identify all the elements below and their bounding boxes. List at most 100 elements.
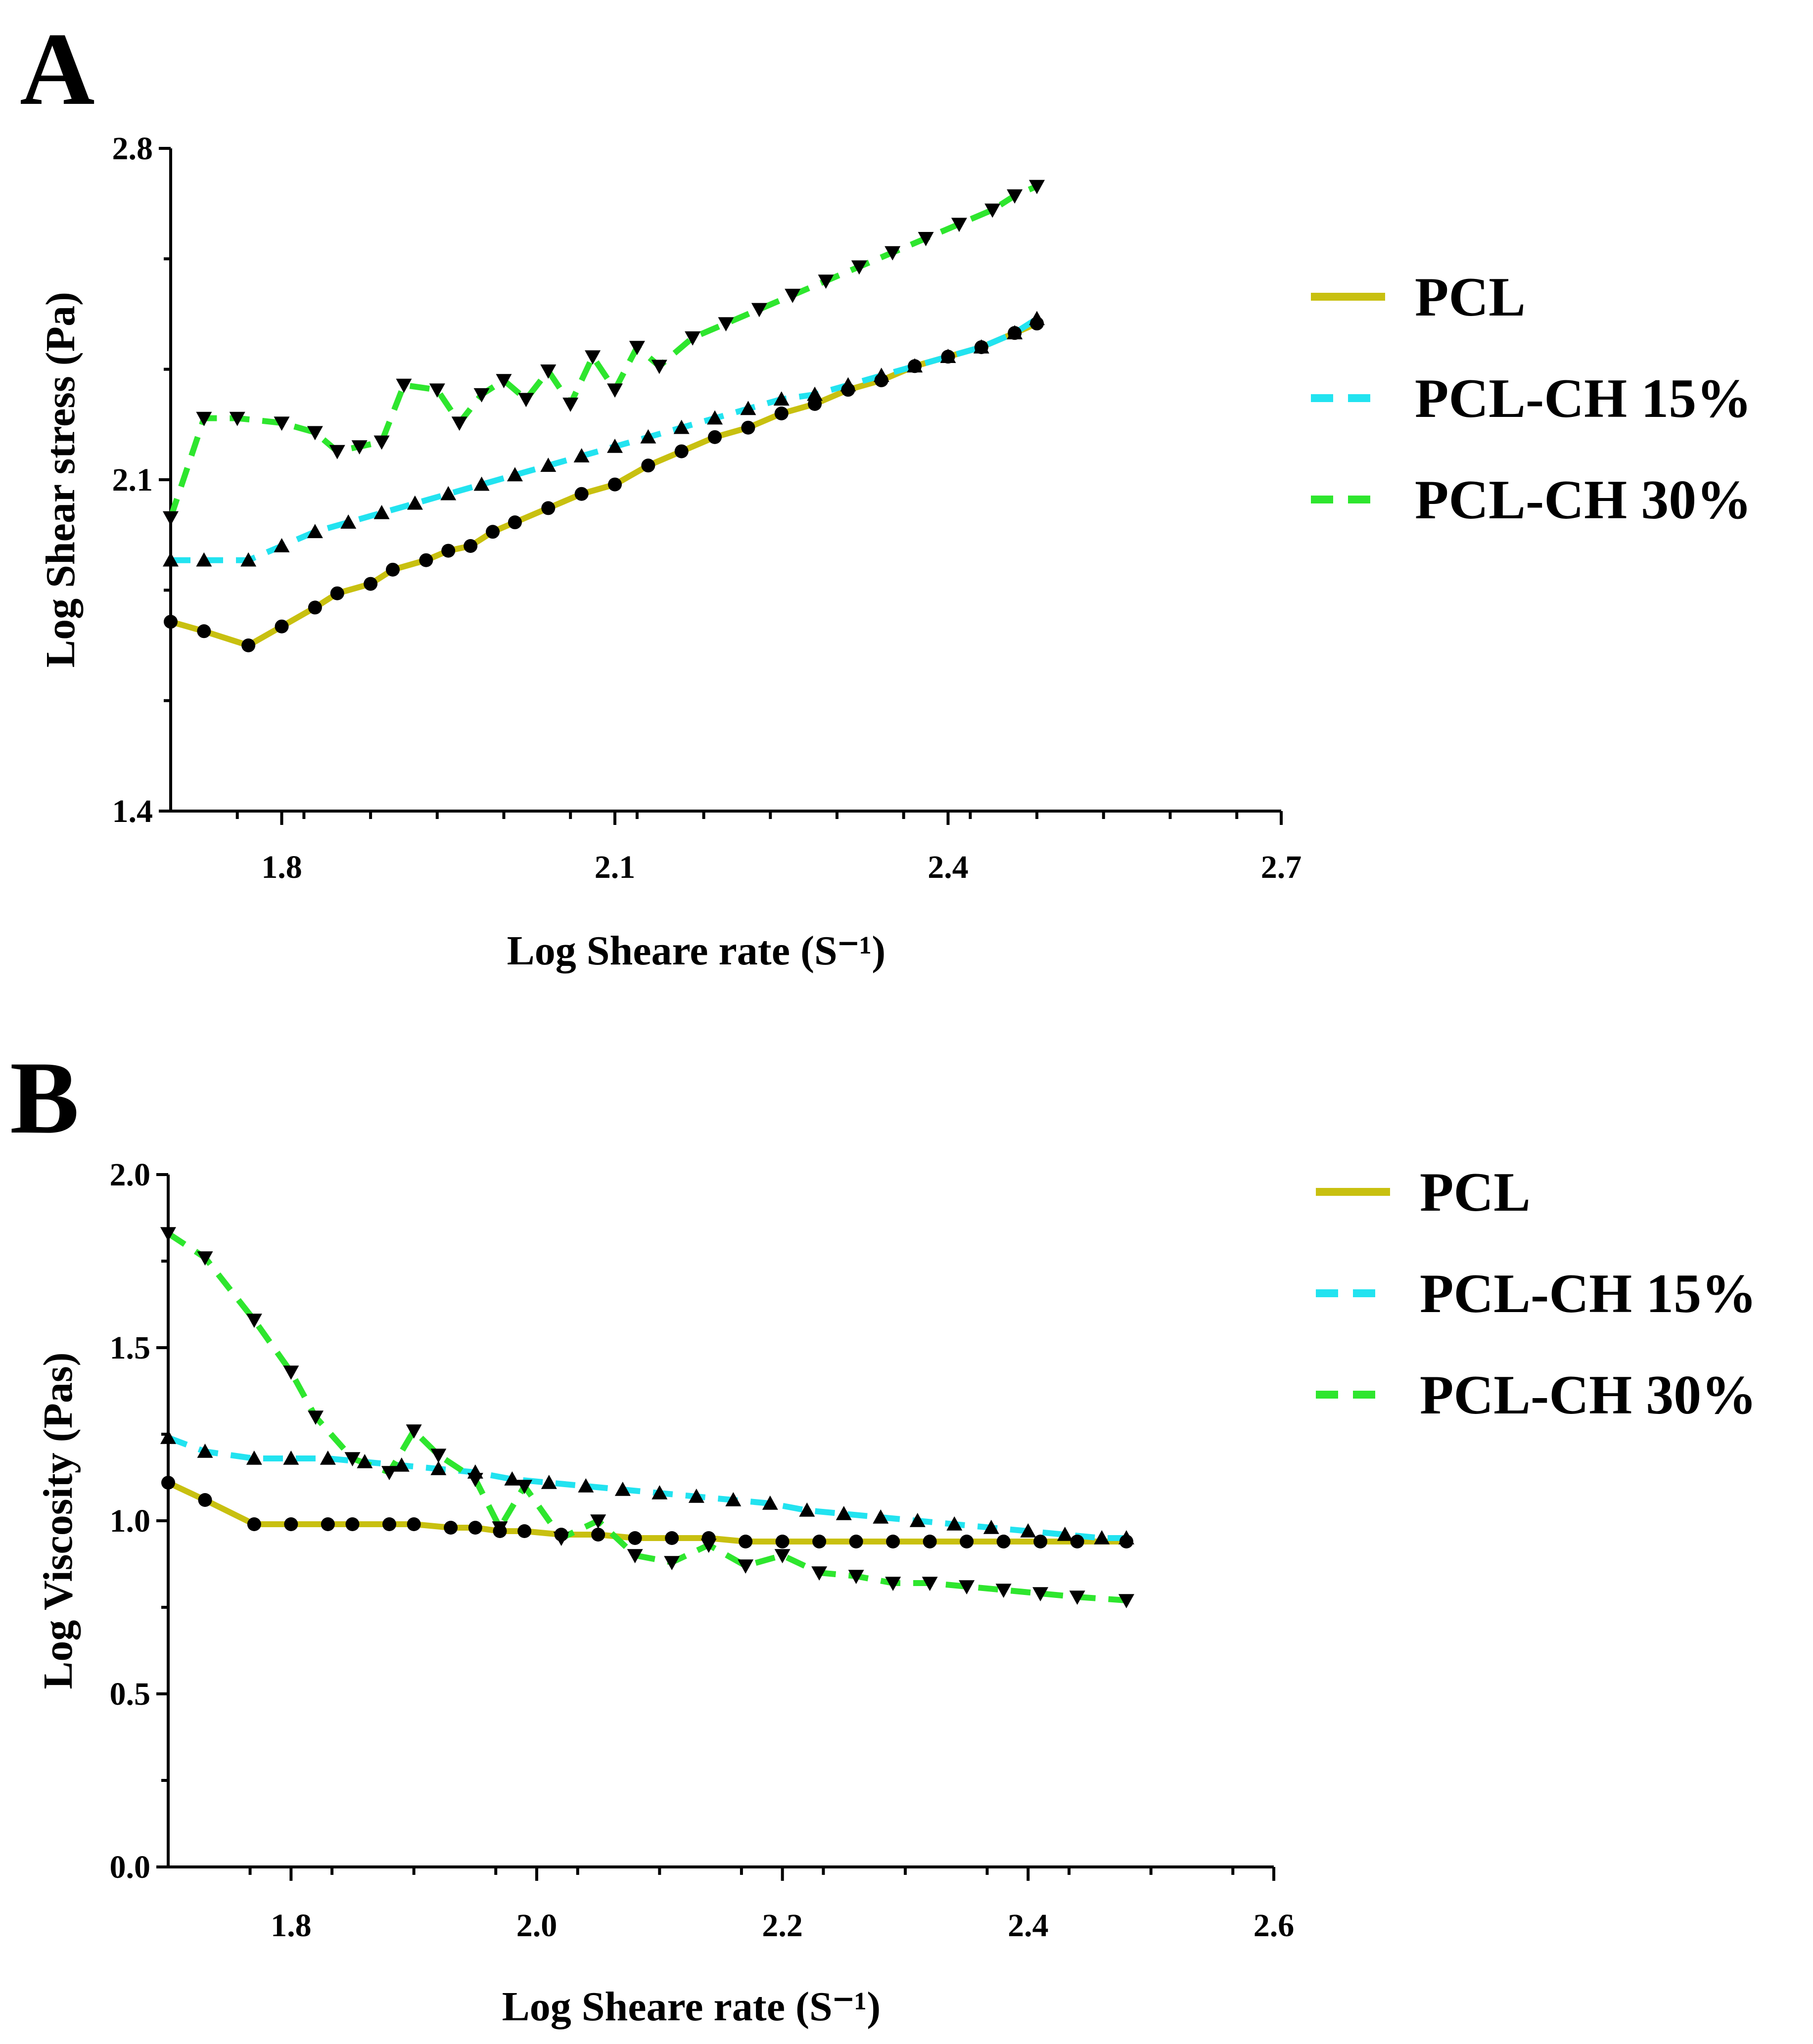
chart-a-point-pcl bbox=[541, 501, 556, 515]
chart-a-point-pcl-ch-30 bbox=[496, 374, 512, 388]
chart-b-point-pcl-ch-15 bbox=[283, 1451, 299, 1465]
chart-b-point-pcl-ch-15 bbox=[688, 1489, 704, 1503]
chart-b-point-pcl bbox=[468, 1521, 482, 1535]
chart-a-point-pcl-ch-30 bbox=[473, 388, 490, 403]
chart-b-y-tick-label: 0.0 bbox=[110, 1849, 151, 1885]
chart-a-point-pcl bbox=[574, 487, 589, 501]
chart-b-point-pcl bbox=[517, 1524, 532, 1538]
chart-b-legend-label-pcl: PCL bbox=[1420, 1162, 1531, 1223]
chart-a-y-axis-title: Log Shear stress (Pa) bbox=[38, 292, 84, 668]
chart-b-point-pcl-ch-30 bbox=[197, 1251, 213, 1266]
chart-b-point-pcl-ch-30 bbox=[590, 1514, 606, 1529]
chart-a-point-pcl-ch-30 bbox=[951, 218, 967, 232]
chart-a-point-pcl-ch-30 bbox=[540, 364, 557, 379]
chart-a-point-pcl-ch-15 bbox=[440, 486, 457, 500]
chart-a-point-pcl-ch-30 bbox=[984, 203, 1001, 218]
chart-b-legend-label-pcl-ch-30: PCL-CH 30% bbox=[1420, 1364, 1757, 1426]
chart-a-point-pcl-ch-15 bbox=[740, 401, 756, 415]
chart-b-point-pcl-ch-15 bbox=[651, 1485, 668, 1499]
chart-b-point-pcl bbox=[161, 1476, 175, 1490]
chart-a-point-pcl-ch-30 bbox=[785, 288, 801, 303]
chart-a-x-tick-label: 2.4 bbox=[928, 849, 969, 885]
panel-letter-b: B bbox=[10, 1041, 79, 1155]
chart-b-point-pcl bbox=[886, 1535, 900, 1548]
chart-b-point-pcl-ch-15 bbox=[1118, 1530, 1134, 1544]
chart-a-point-pcl-ch-30 bbox=[585, 350, 601, 365]
chart-b-point-pcl-ch-15 bbox=[430, 1461, 447, 1475]
chart-a-point-pcl bbox=[441, 544, 456, 558]
chart-b-point-pcl bbox=[923, 1535, 937, 1548]
chart-b-y-tick-label: 0.5 bbox=[110, 1676, 151, 1712]
chart-b-point-pcl bbox=[284, 1517, 298, 1531]
chart-a-legend-label-pcl: PCL bbox=[1415, 267, 1526, 328]
chart-b-point-pcl-ch-30 bbox=[516, 1480, 533, 1494]
chart-b-point-pcl bbox=[247, 1517, 261, 1531]
chart-b-y-tick-label: 1.5 bbox=[110, 1330, 151, 1366]
chart-b-point-pcl-ch-30 bbox=[246, 1314, 262, 1328]
chart-a-point-pcl-ch-30 bbox=[651, 360, 667, 374]
chart-b-point-pcl-ch-15 bbox=[909, 1513, 926, 1527]
chart-b-point-pcl-ch-30 bbox=[1032, 1587, 1049, 1601]
chart-a-legend-label-pcl-ch-15: PCL-CH 15% bbox=[1415, 368, 1752, 429]
chart-a-point-pcl-ch-30 bbox=[163, 511, 179, 526]
chart-a-y-tick-label: 1.4 bbox=[112, 793, 153, 829]
chart-a-point-pcl-ch-30 bbox=[396, 378, 412, 393]
chart-a-point-pcl-ch-30 bbox=[329, 445, 345, 459]
chart-a-point-pcl-ch-15 bbox=[673, 419, 690, 434]
chart-b-x-axis-title: Log Sheare rate (S⁻¹) bbox=[502, 1984, 881, 2030]
chart-b-point-pcl-ch-30 bbox=[160, 1227, 176, 1241]
chart-a-point-pcl-ch-30 bbox=[429, 383, 445, 398]
chart-b-point-pcl-ch-30 bbox=[381, 1466, 397, 1480]
chart-b-y-tick-label: 2.0 bbox=[110, 1157, 151, 1193]
chart-a-point-pcl bbox=[674, 444, 689, 458]
chart-b-point-pcl-ch-30 bbox=[738, 1559, 754, 1574]
chart-b-point-pcl bbox=[198, 1493, 212, 1507]
chart-a-point-pcl-ch-15 bbox=[373, 505, 390, 519]
chart-b-point-pcl bbox=[960, 1535, 974, 1548]
chart-a-point-pcl bbox=[275, 619, 289, 634]
chart-a-point-pcl-ch-30 bbox=[518, 393, 534, 408]
chart-a-point-pcl-ch-30 bbox=[274, 416, 290, 431]
chart-a-point-pcl-ch-15 bbox=[307, 524, 323, 539]
chart-a-point-pcl-ch-30 bbox=[685, 331, 701, 346]
chart-a-point-pcl-ch-30 bbox=[1007, 189, 1023, 204]
chart-b-point-pcl bbox=[775, 1535, 790, 1548]
chart-a-point-pcl-ch-30 bbox=[818, 274, 834, 289]
chart-b-point-pcl-ch-15 bbox=[504, 1471, 520, 1486]
chart-a-point-pcl-ch-15 bbox=[1007, 325, 1023, 340]
chart-a-point-pcl bbox=[241, 638, 256, 652]
chart-a-point-pcl-ch-30 bbox=[851, 260, 867, 275]
chart-b-x-tick-label: 1.8 bbox=[271, 1908, 312, 1944]
chart-a-point-pcl-ch-15 bbox=[1029, 311, 1045, 325]
chart-b-point-pcl bbox=[812, 1535, 827, 1548]
chart-b-point-pcl-ch-15 bbox=[1020, 1523, 1036, 1538]
chart-b-point-pcl-ch-30 bbox=[627, 1549, 643, 1563]
chart-b-point-pcl-ch-15 bbox=[1057, 1527, 1073, 1541]
chart-a-point-pcl-ch-30 bbox=[1029, 180, 1045, 194]
chart-b-point-pcl-ch-30 bbox=[308, 1410, 324, 1425]
chart-b-point-pcl-ch-30 bbox=[811, 1566, 828, 1581]
chart-a-point-pcl-ch-15 bbox=[196, 552, 212, 567]
chart-b-point-pcl bbox=[849, 1535, 863, 1548]
legend-a: PCL PCL-CH 15% PCL-CH 30% bbox=[1311, 267, 1752, 531]
chart-b-point-pcl-ch-30 bbox=[774, 1549, 790, 1563]
chart-a-point-pcl bbox=[774, 407, 789, 420]
chart-a-point-pcl-ch-15 bbox=[573, 448, 590, 462]
chart-b-point-pcl-ch-15 bbox=[873, 1509, 889, 1524]
chart-a-x-tick-label: 2.7 bbox=[1261, 849, 1302, 885]
panel-letter-a: A bbox=[20, 12, 95, 127]
chart-b-point-pcl-ch-15 bbox=[578, 1478, 594, 1493]
chart-b-point-pcl bbox=[591, 1528, 605, 1542]
chart-b-point-pcl bbox=[739, 1535, 753, 1548]
chart-a-point-pcl-ch-15 bbox=[773, 391, 790, 406]
chart-b-point-pcl-ch-30 bbox=[1069, 1590, 1085, 1605]
chart-b-point-pcl bbox=[1033, 1535, 1048, 1548]
chart-b-series-line-pcl bbox=[167, 1480, 1126, 1544]
chart-a-x-tick-label: 2.1 bbox=[595, 849, 636, 885]
chart-a-point-pcl-ch-30 bbox=[629, 341, 645, 355]
chart-b-point-pcl-ch-30 bbox=[1118, 1594, 1134, 1608]
chart-a-series-line-pcl-ch-15 bbox=[171, 316, 1039, 563]
chart-a-point-pcl-ch-15 bbox=[163, 552, 179, 567]
chart-a-point-pcl-ch-15 bbox=[973, 339, 989, 354]
